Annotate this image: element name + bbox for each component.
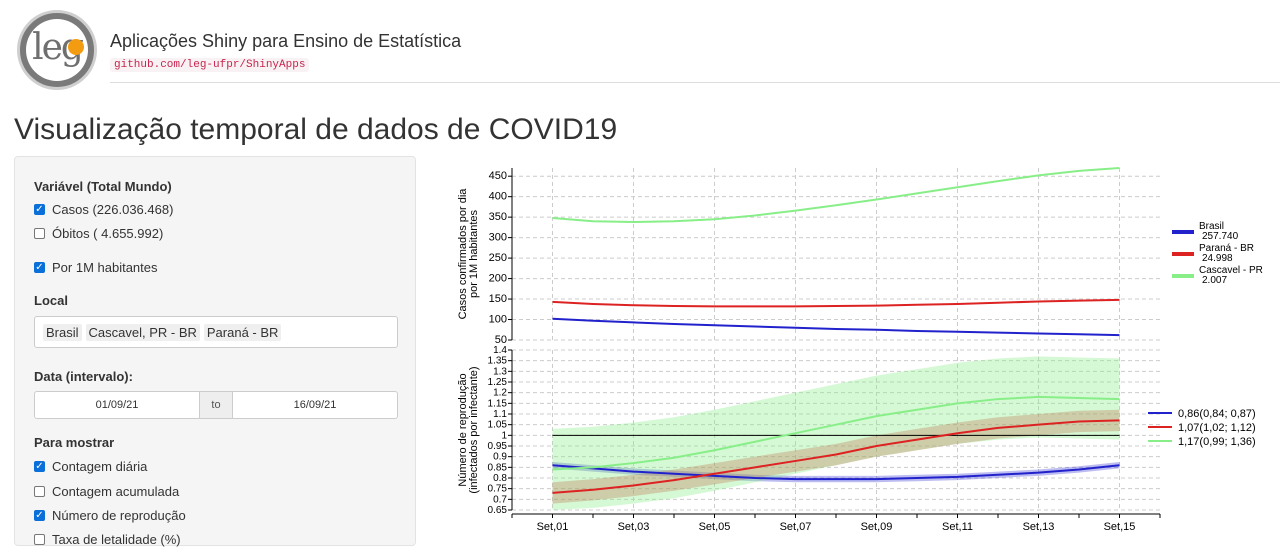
deaths-checkbox[interactable]: Óbitos ( 4.655.992) [34,226,163,241]
per-million-label: Por 1M habitantes [52,260,158,275]
x-tick-label: Set,01 [537,521,569,533]
date-to-input[interactable]: 16/09/21 [232,391,398,419]
page-title: Visualização temporal de dados de COVID1… [14,113,618,146]
y-tick-label: 1.3 [493,366,507,377]
y-tick-label: 0.65 [488,505,508,516]
legend-label: Paraná - BR [1199,243,1254,254]
app-title: Aplicações Shiny para Ensino de Estatíst… [110,31,462,51]
per-million-checkbox[interactable]: ✓ Por 1M habitantes [34,260,158,275]
legend-value: 2.007 [1202,275,1227,286]
y-tick-label: 200 [489,273,507,285]
daily-count-label: Contagem diária [52,459,148,474]
checkbox-unchecked-icon [34,486,45,497]
y-tick-label: 1.2 [493,388,507,399]
local-chip[interactable]: Paraná - BR [203,323,282,341]
legend-value: 24.998 [1202,253,1233,264]
logo-dot-icon [68,39,84,55]
reproduction-label: Número de reprodução [52,508,186,523]
local-chip[interactable]: Cascavel, PR - BR [85,323,200,341]
cases-label: Casos (226.036.468) [52,202,174,217]
date-range: 01/09/21 to 16/09/21 [34,391,398,419]
confidence-band [552,462,1120,483]
y-tick-label: 0.75 [488,484,508,495]
sidebar-panel: Variável (Total Mundo) ✓ Casos (226.036.4… [14,156,416,547]
app-header: leg Aplicações Shiny para Ensino de Esta… [0,0,1280,92]
cases-checkbox[interactable]: ✓ Casos (226.036.468) [34,202,173,217]
cumulative-count-checkbox[interactable]: Contagem acumulada [34,484,179,499]
legend-label: 0,86(0,84; 0,87) [1178,408,1256,420]
x-tick-label: Set,15 [1104,521,1136,533]
date-from-input[interactable]: 01/09/21 [34,391,200,419]
y-tick-label: 0.8 [493,473,507,484]
cumulative-count-label: Contagem acumulada [52,484,180,499]
reproduction-checkbox[interactable]: ✓ Número de reprodução [34,508,186,523]
checkbox-checked-icon: ✓ [34,461,45,472]
y-tick-label: 150 [489,293,507,305]
series-line [552,464,1120,481]
y-tick-label: 0.95 [488,441,508,452]
checkbox-checked-icon: ✓ [34,262,45,273]
checkbox-checked-icon: ✓ [34,510,45,521]
legend-label: Brasil [1199,221,1224,232]
show-label: Para mostrar [34,435,115,450]
y-tick-label: 400 [489,191,507,203]
y-tick-label: 1.4 [493,345,507,356]
series-line [552,419,1120,494]
x-tick-label: Set,07 [780,521,812,533]
y-tick-label: 50 [495,334,507,346]
y-tick-label: 450 [489,170,507,182]
legend-value: 257.740 [1202,231,1239,242]
checkbox-unchecked-icon [34,228,45,239]
checkbox-checked-icon: ✓ [34,204,45,215]
x-tick-label: Set,09 [861,521,893,533]
y-tick-label: 100 [489,314,507,326]
y-tick-label: 1 [501,430,507,441]
confidence-band [552,409,1120,504]
legend-label: Cascavel - PR [1199,265,1263,276]
series-line [552,317,1120,337]
reproduction-chart: 0.650.70.750.80.850.90.9511.051.11.151.2… [457,345,1256,533]
series-line [552,395,1120,471]
y-tick-label: 350 [489,211,507,223]
legend-label: 1,07(1,02; 1,12) [1178,422,1256,434]
y-tick-label: 0.9 [493,452,507,463]
lethality-checkbox[interactable]: Taxa de letalidade (%) [34,532,181,547]
x-tick-label: Set,13 [1023,521,1055,533]
y-tick-label: 1.05 [488,420,508,431]
header-divider [110,82,1280,83]
y-tick-label: 1.35 [488,356,508,367]
daily-count-checkbox[interactable]: ✓ Contagem diária [34,459,147,474]
github-link[interactable]: github.com/leg-ufpr/ShinyApps [110,58,310,72]
y-axis-label: Número de reprodução(infectados por infe… [457,366,480,493]
variable-label: Variável (Total Mundo) [34,179,172,194]
cases-chart: 50 100 150 200 250 300 350 400 450 Casos confirma… [457,167,1263,346]
lethality-label: Taxa de letalidade (%) [52,532,181,547]
y-tick-label: 0.85 [488,462,508,473]
y-tick-label: 0.7 [493,494,507,505]
local-chip[interactable]: Brasil [43,323,82,341]
deaths-label: Óbitos ( 4.655.992) [52,226,164,241]
y-tick-label: 1.1 [493,409,507,420]
local-select[interactable]: Brasil Cascavel, PR - BR Paraná - BR [34,316,398,348]
confidence-band [552,356,1120,510]
local-label: Local [34,293,68,308]
y-tick-label: 1.15 [488,398,508,409]
leg-logo: leg [17,10,97,90]
series-line [552,167,1120,224]
y-tick-label: 300 [489,232,507,244]
y-tick-label: 250 [489,252,507,264]
date-label: Data (intervalo): [34,369,133,384]
y-axis-label: Casos confirmados por diapor 1M habitant… [457,188,480,320]
y-tick-label: 1.25 [488,377,508,388]
series-line [552,298,1120,308]
date-separator: to [200,391,232,419]
checkbox-unchecked-icon [34,534,45,545]
x-tick-label: Set,11 [942,521,973,533]
x-tick-label: Set,05 [699,521,731,533]
x-tick-label: Set,03 [618,521,650,533]
legend-label: 1,17(0,99; 1,36) [1178,436,1256,448]
